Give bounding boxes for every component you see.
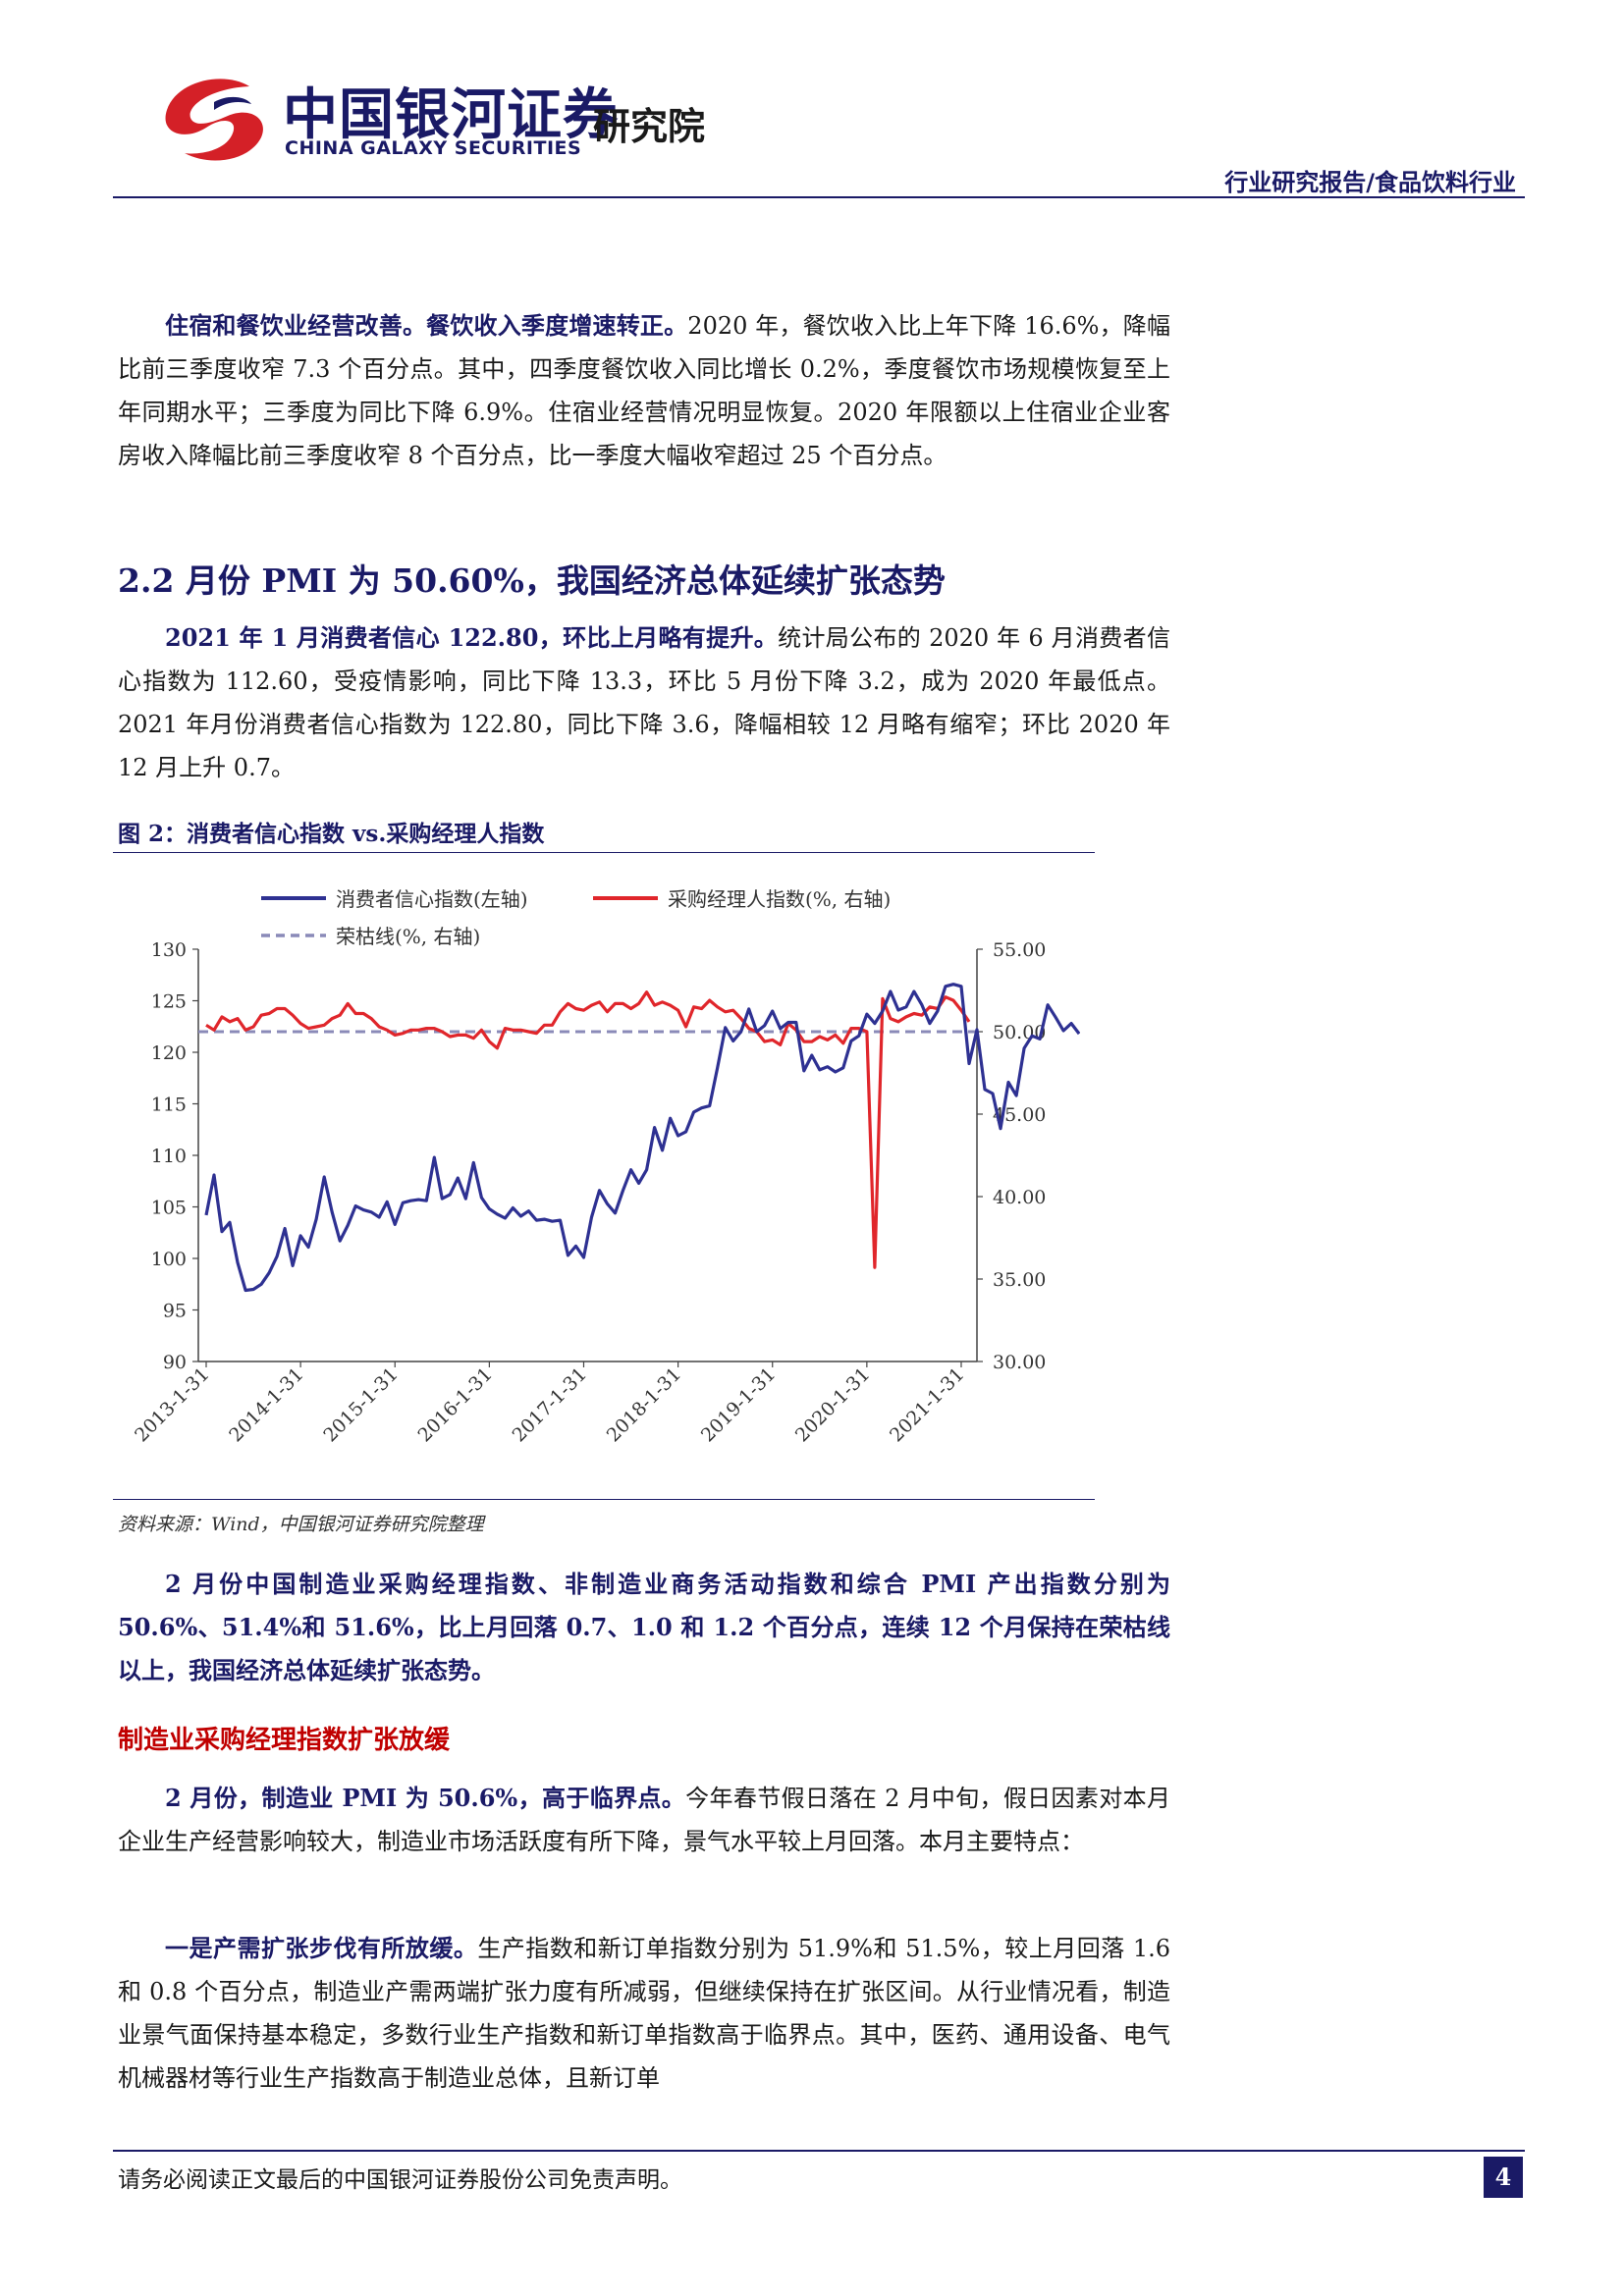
paragraph-lead: 2 月份，制造业 PMI 为 50.6%，高于临界点。: [165, 1784, 686, 1812]
subsection-title: 制造业采购经理指数扩张放缓: [118, 1726, 451, 1755]
right-axis-tick-label: 30.00: [993, 1352, 1046, 1373]
paragraph-lead: 住宿和餐饮业经营改善。餐饮收入季度增速转正。: [165, 311, 688, 340]
chart-legend: 消费者信心指数(左轴) 采购经理人指数(%, 右轴) 荣枯线(%, 右轴): [261, 887, 891, 948]
left-axis-tick-label: 115: [151, 1095, 187, 1116]
chart-series: [198, 983, 1080, 1293]
section-title: 2.2 月份 PMI 为 50.60%，我国经济总体延续扩张态势: [118, 561, 946, 600]
paragraph-lead: 一是产需扩张步伐有所放缓。: [165, 1934, 478, 1962]
paragraph-pmi-summary: 2 月份中国制造业采购经理指数、非制造业商务活动指数和综合 PMI 产出指数分别…: [118, 1570, 1170, 1684]
x-axis-tick-label: 2021-1-31: [886, 1363, 968, 1446]
left-axis-tick-label: 100: [151, 1249, 187, 1270]
footer-disclaimer: 请务必阅读正文最后的中国银河证券股份公司免责声明。: [118, 2167, 682, 2193]
paragraph-body: 2020 年，餐饮收入比上年下降 16.6%，降幅比前三季度收窄 7.3 个百分…: [118, 312, 1170, 469]
figure-bottom-rule: [113, 1499, 1095, 1500]
report-type: 行业研究报告/食品饮料行业: [1224, 169, 1516, 196]
right-axis-tick-label: 50.00: [993, 1022, 1046, 1043]
legend-label-pmi: 采购经理人指数(%, 右轴): [668, 887, 891, 911]
brand-name-en: CHINA GALAXY SECURITIES: [285, 137, 582, 159]
left-axis-tick-label: 105: [151, 1198, 187, 1219]
x-axis-tick-label: 2018-1-31: [603, 1363, 685, 1446]
right-axis-tick-label: 45.00: [993, 1104, 1046, 1126]
legend-label-consumer: 消费者信心指数(左轴): [336, 887, 528, 911]
x-axis-tick-label: 2020-1-31: [791, 1363, 874, 1446]
figure-source: 资料来源：Wind，中国银河证券研究院整理: [118, 1514, 484, 1535]
series-line-pmi: [205, 990, 971, 1269]
left-axis-tick-label: 130: [151, 939, 187, 961]
page-number: 4: [1484, 2157, 1523, 2198]
paragraph-body: 生产指数和新订单指数分别为 51.9%和 51.5%，较上月回落 1.6 和 0…: [118, 1935, 1170, 2092]
x-axis-tick-label: 2016-1-31: [413, 1363, 496, 1446]
footer-rule: [113, 2150, 1525, 2152]
right-axis-tick-label: 40.00: [993, 1187, 1046, 1208]
right-axis-tick-label: 35.00: [993, 1269, 1046, 1291]
right-axis-tick-label: 55.00: [993, 939, 1046, 961]
x-axis-tick-label: 2015-1-31: [319, 1363, 402, 1446]
header-rule: [113, 196, 1525, 198]
paragraph-body: 统计局公布的 2020 年 6 月消费者信心指数为 112.60，受疫情影响，同…: [118, 624, 1170, 781]
paragraph-catering: 住宿和餐饮业经营改善。餐饮收入季度增速转正。2020 年，餐饮收入比上年下降 1…: [118, 304, 1170, 477]
x-axis-tick-label: 2019-1-31: [697, 1363, 780, 1446]
legend-label-threshold: 荣枯线(%, 右轴): [336, 925, 480, 948]
paragraph-supply-demand: 一是产需扩张步伐有所放缓。生产指数和新订单指数分别为 51.9%和 51.5%，…: [118, 1927, 1170, 2100]
paragraph-body: 今年春节假日落在 2 月中旬，假日因素对本月企业生产经营影响较大，制造业市场活跃…: [118, 1785, 1171, 1855]
x-axis-tick-label: 2017-1-31: [509, 1363, 591, 1446]
institute-label: 研究院: [593, 105, 706, 148]
left-axis-tick-label: 125: [151, 991, 187, 1013]
figure-top-rule: [113, 852, 1095, 853]
x-axis-tick-label: 2014-1-31: [225, 1363, 307, 1446]
left-axis-tick-label: 90: [163, 1352, 187, 1373]
paragraph-lead: 2021 年 1 月消费者信心 122.80，环比上月略有提升。: [165, 623, 779, 652]
line-chart: 消费者信心指数(左轴) 采购经理人指数(%, 右轴) 荣枯线(%, 右轴) 13…: [131, 887, 1080, 1446]
left-axis-tick-label: 120: [151, 1042, 187, 1064]
series-line-consumer: [204, 983, 1080, 1293]
x-axis-tick-label: 2013-1-31: [131, 1363, 213, 1446]
paragraph-consumer-confidence: 2021 年 1 月消费者信心 122.80，环比上月略有提升。统计局公布的 2…: [118, 616, 1170, 789]
figure-label: 图 2：消费者信心指数 vs.采购经理人指数: [118, 821, 545, 847]
left-axis-tick-label: 110: [151, 1146, 187, 1167]
paragraph-manufacturing-pmi: 2 月份，制造业 PMI 为 50.6%，高于临界点。今年春节假日落在 2 月中…: [118, 1777, 1170, 1863]
left-axis-tick-label: 95: [163, 1301, 187, 1322]
brand-name-cn: 中国银河证券: [283, 83, 619, 147]
logo-mark: [165, 79, 263, 161]
